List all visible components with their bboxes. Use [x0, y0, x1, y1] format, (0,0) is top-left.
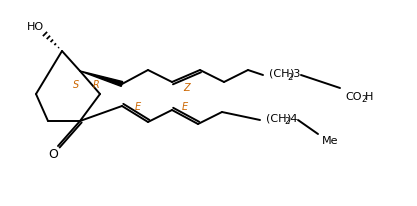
- Text: H: H: [365, 91, 373, 102]
- Text: )4: )4: [286, 114, 298, 123]
- Text: (CH: (CH: [266, 114, 286, 123]
- Text: S: S: [73, 80, 79, 90]
- Text: (CH: (CH: [269, 69, 289, 79]
- Text: E: E: [135, 102, 141, 111]
- Text: O: O: [48, 147, 58, 160]
- Text: 2: 2: [287, 72, 293, 81]
- Text: E: E: [182, 102, 188, 111]
- Text: 2: 2: [284, 117, 290, 126]
- Text: )3: )3: [289, 69, 301, 79]
- Text: R: R: [93, 80, 99, 90]
- Text: Me: Me: [322, 135, 339, 145]
- Text: Z: Z: [183, 83, 190, 92]
- Text: 2: 2: [361, 95, 366, 104]
- Text: CO: CO: [345, 91, 362, 102]
- Polygon shape: [80, 72, 123, 87]
- Text: HO: HO: [26, 22, 43, 32]
